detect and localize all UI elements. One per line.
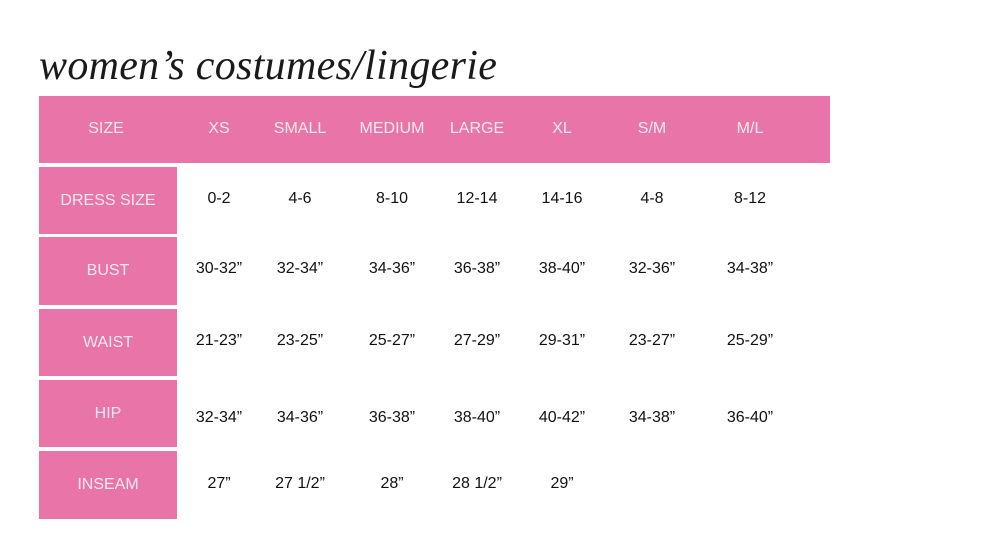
table-cell: 28 1/2” [452, 475, 502, 492]
table-cell: 36-40” [726, 409, 774, 426]
table-cell: 32-34” [276, 260, 324, 277]
table-cell: 14-16 [541, 190, 583, 207]
column-header: MEDIUM [359, 120, 425, 137]
table-cell: 4-6 [288, 190, 312, 207]
column-header: XS [208, 120, 230, 137]
table-cell: 23-27” [628, 332, 676, 349]
table-cell: 8-12 [733, 190, 767, 207]
table-cell: 27 1/2” [275, 475, 325, 492]
row-label: HIP [39, 380, 177, 447]
table-cell: 27” [207, 475, 231, 492]
table-cell: 34-36” [368, 260, 416, 277]
column-header: S/M [637, 120, 667, 137]
table-cell: 0-2 [207, 190, 231, 207]
table-cell: 32-36” [628, 260, 676, 277]
table-cell: 34-36” [276, 409, 324, 426]
table-cell: 36-38” [368, 409, 416, 426]
column-header: SMALL [273, 120, 327, 137]
table-cell: 38-40” [453, 409, 501, 426]
column-header: LARGE [449, 120, 505, 137]
header-size-label: SIZE [88, 120, 124, 137]
page-title: women’s costumes/lingerie [39, 43, 498, 89]
table-cell: 21-23” [195, 332, 243, 349]
column-header: XL [552, 120, 572, 137]
table-cell: 34-38” [628, 409, 676, 426]
table-cell: 30-32” [195, 260, 243, 277]
table-cell: 38-40” [538, 260, 586, 277]
table-cell: 34-38” [726, 260, 774, 277]
table-cell: 32-34” [195, 409, 243, 426]
row-label: INSEAM [39, 451, 177, 519]
table-cell: 8-10 [375, 190, 409, 207]
table-cell: 25-29” [726, 332, 774, 349]
table-cell: 4-8 [640, 190, 664, 207]
row-label: BUST [39, 237, 177, 305]
table-cell: 23-25” [276, 332, 324, 349]
table-cell: 36-38” [453, 260, 501, 277]
size-header-row [39, 96, 830, 163]
column-header: M/L [736, 120, 764, 137]
table-cell: 28” [380, 475, 404, 492]
table-cell: 40-42” [538, 409, 586, 426]
table-cell: 25-27” [368, 332, 416, 349]
table-cell: 12-14 [456, 190, 498, 207]
table-cell: 27-29” [453, 332, 501, 349]
table-cell: 29” [550, 475, 574, 492]
table-cell: 29-31” [538, 332, 586, 349]
row-label: WAIST [39, 309, 177, 376]
row-label: DRESS SIZE [39, 167, 177, 234]
